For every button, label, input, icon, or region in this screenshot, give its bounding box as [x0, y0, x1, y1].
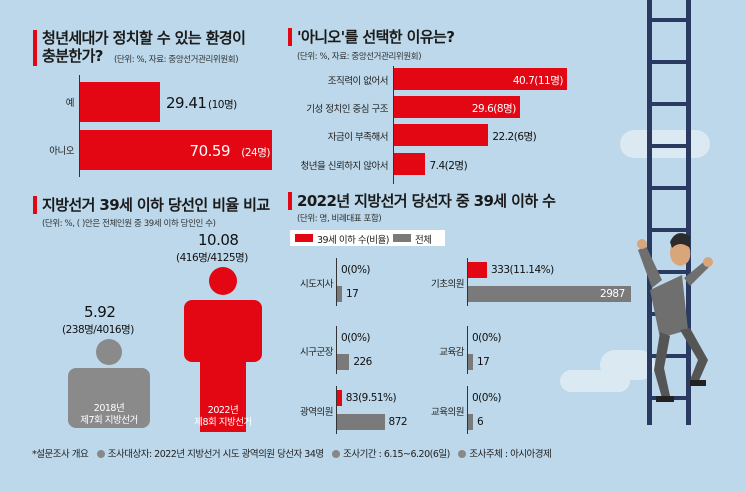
- panel4-subtitle: (단위: 명, 비례대표 포함): [297, 214, 382, 224]
- panel1-title-line1: 청년세대가 정치할 수 있는 환경이: [42, 29, 246, 47]
- under39-label: 333(11.14%): [490, 264, 554, 276]
- under39-label: 0(0%): [472, 332, 502, 344]
- category-label: 자금이 부족해서: [327, 132, 389, 143]
- footer-host: 조사주체 : 아시아경제: [469, 449, 552, 460]
- axis-line: [467, 326, 468, 374]
- person-2022-icon: [184, 267, 262, 432]
- under39-label: 0(0%): [341, 264, 371, 276]
- under39-label: 0(0%): [472, 392, 502, 404]
- total-label: 17: [346, 288, 359, 300]
- axis-line: [467, 258, 468, 306]
- value-label: 29.41: [165, 94, 207, 112]
- label-2018-year: 2018년: [93, 403, 125, 414]
- total-label: 872: [388, 416, 408, 428]
- value-label: 22.2(6명): [492, 131, 537, 143]
- panel3-title: 지방선거 39세 이하 당선인 비율 비교: [42, 196, 270, 214]
- bar-under39: [468, 262, 487, 278]
- bar-total: [468, 354, 473, 370]
- bar-total: [337, 286, 342, 302]
- total-label: 226: [353, 356, 372, 368]
- under39-label: 83(9.51%): [345, 392, 397, 404]
- category-label: 청년을 신뢰하지 않아서: [300, 161, 389, 172]
- panel2-subtitle: (단위: %, 자료: 중앙선거관리위원회): [297, 52, 422, 62]
- legend-gray-swatch: [393, 234, 411, 242]
- total-label: 2987: [600, 288, 625, 300]
- bar: [394, 124, 489, 146]
- bar: [80, 82, 160, 122]
- count-2018: (238명/4016명): [62, 324, 134, 336]
- bar-total: [468, 414, 473, 430]
- count-2022: (416명/4125명): [176, 252, 248, 264]
- person-2018-icon: [68, 339, 150, 428]
- cloud-decoration: [600, 350, 655, 380]
- category-label: 교육감: [439, 347, 464, 358]
- footer-target: 조사대상자: 2022년 지방선거 시도 광역의원 당선자 34명: [107, 449, 324, 460]
- category-label: 광역의원: [300, 407, 333, 418]
- value-2022: 10.08: [198, 231, 239, 249]
- category-label: 시구군장: [300, 347, 333, 358]
- footer-survey: *설문조사 개요: [32, 449, 89, 460]
- panel1-title-line2: 충분한가?: [42, 47, 104, 65]
- footer: *설문조사 개요 조사대상자: 2022년 지방선거 시도 광역의원 당선자 3…: [32, 446, 552, 460]
- category-label: 조직력이 없어서: [327, 76, 389, 87]
- axis-line: [336, 326, 337, 374]
- bar: [394, 68, 567, 90]
- value-2018: 5.92: [84, 303, 116, 321]
- axis-line: [336, 386, 337, 434]
- count-label: (24명): [241, 147, 270, 159]
- bar: [80, 130, 272, 170]
- panel2-title: '아니오'를 선택한 이유는?: [297, 28, 455, 46]
- bar-total: [337, 414, 385, 430]
- bar: [394, 96, 520, 118]
- footer-period: 조사기간 : 6.15~6.20(6일): [343, 449, 450, 460]
- bar-total: [337, 354, 350, 370]
- climbing-man-illustration: [637, 233, 713, 402]
- category-label: 교육의원: [431, 407, 464, 418]
- total-label: 17: [477, 356, 490, 368]
- value-label: 70.59: [189, 142, 231, 160]
- panel4-title: 2022년 지방선거 당선자 중 39세 이하 수: [297, 192, 556, 210]
- category-label: 아니오: [49, 146, 74, 157]
- legend-under39-label: 39세 이하 수(비율): [317, 235, 389, 246]
- value-label: 29.6(8명): [471, 103, 516, 115]
- bar-total: [468, 286, 631, 302]
- label-2022-year: 2022년: [207, 405, 239, 416]
- value-label: 40.7(11명): [512, 75, 564, 87]
- legend-total-label: 전체: [415, 235, 432, 246]
- legend: 39세 이하 수(비율) 전체: [290, 230, 445, 246]
- panel3-subtitle: (단위: %, ( )안은 전체인원 중 39세 이하 당인인 수): [42, 219, 216, 229]
- axis-line: [467, 386, 468, 434]
- under39-label: 0(0%): [341, 332, 371, 344]
- category-label: 기초의원: [431, 279, 464, 290]
- category-label: 예: [65, 98, 75, 109]
- count-label: (10명): [207, 99, 237, 111]
- category-label: 시도지사: [300, 279, 333, 290]
- bar-under39: [337, 390, 342, 406]
- legend-red-swatch: [295, 234, 313, 242]
- panel1-subtitle: (단위: %, 자료: 중앙선거관리위원회): [114, 55, 239, 65]
- total-label: 6: [477, 416, 484, 428]
- value-label: 7.4(2명): [429, 160, 468, 172]
- label-2018-election: 제7회 지방선거: [80, 415, 138, 426]
- label-2022-election: 제8회 지방선거: [194, 417, 252, 428]
- axis-line: [336, 258, 337, 306]
- bar: [394, 153, 426, 175]
- category-label: 기성 정치인 중심 구조: [306, 104, 388, 115]
